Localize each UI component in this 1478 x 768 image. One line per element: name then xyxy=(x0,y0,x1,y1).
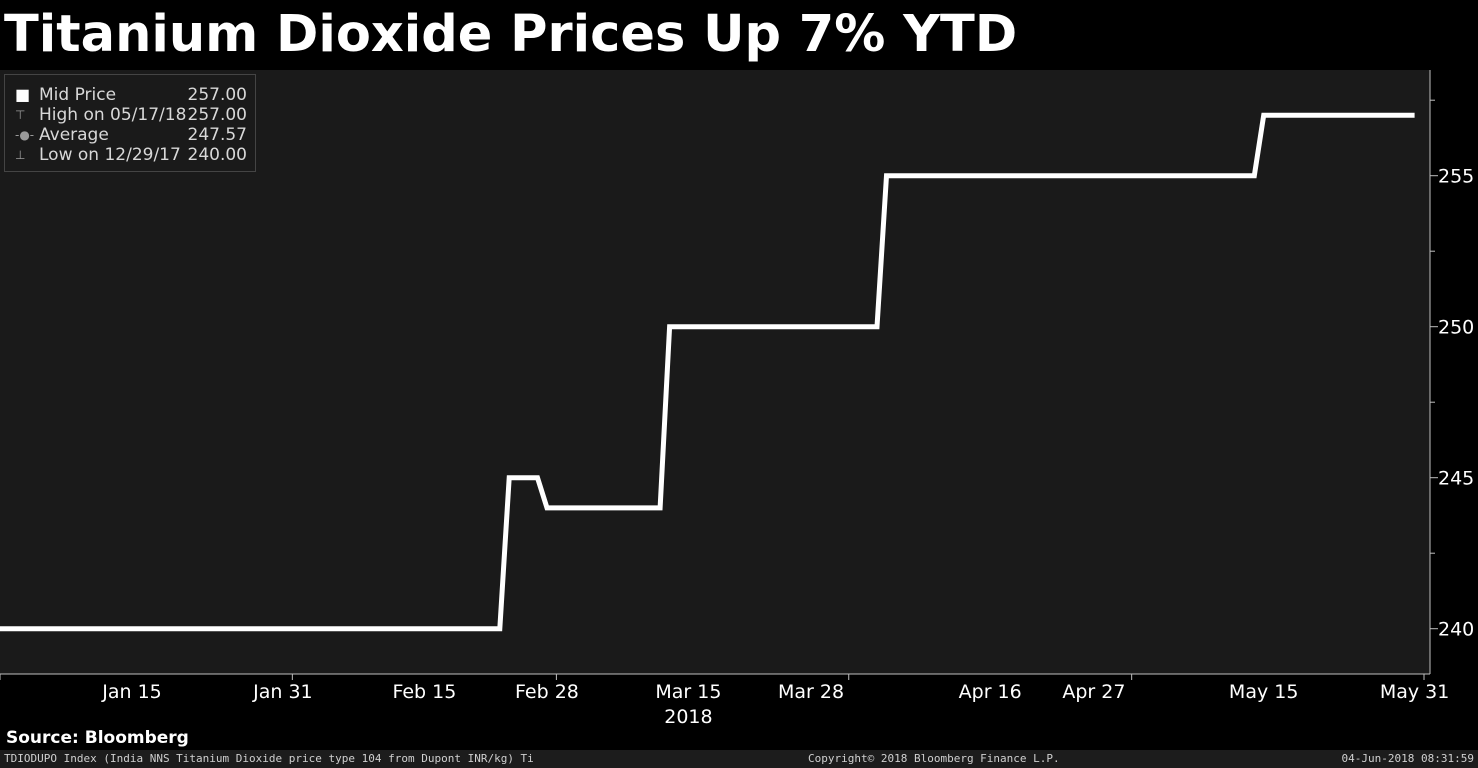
chart-title: Titanium Dioxide Prices Up 7% YTD xyxy=(4,5,1018,64)
footer-ticker-description: TDIODUPO Index (India NNS Titanium Dioxi… xyxy=(4,752,534,765)
series-line-mid-price xyxy=(0,112,1415,632)
legend-value: 240.00 xyxy=(187,145,247,165)
x-tick-label: Feb 28 xyxy=(515,681,579,703)
x-tick-label: Apr 16 xyxy=(959,681,1022,703)
legend-value: 257.00 xyxy=(187,85,247,105)
legend-label: High on 05/17/18 xyxy=(39,105,187,125)
average-marker-icon: -●- xyxy=(15,128,35,142)
legend-value: 247.57 xyxy=(187,125,247,145)
x-tick-label: Jan 31 xyxy=(252,681,313,703)
y-axis: 240 245 250 255 xyxy=(1429,70,1474,674)
x-tick-label: May 15 xyxy=(1229,681,1299,703)
footer-copyright: Copyright© 2018 Bloomberg Finance L.P. xyxy=(808,752,1060,765)
legend-item-mid-price: ■ Mid Price 257.00 xyxy=(15,85,247,105)
legend-label: Mid Price xyxy=(39,85,117,105)
x-tick-label: Mar 28 xyxy=(778,681,844,703)
x-axis-year-label: 2018 xyxy=(664,706,712,726)
y-tick-label: 240 xyxy=(1438,619,1474,641)
x-tick-label: Apr 27 xyxy=(1062,681,1125,703)
legend-item-high: ⊤ High on 05/17/18 257.00 xyxy=(15,105,247,125)
footer-timestamp: 04-Jun-2018 08:31:59 xyxy=(1341,752,1474,765)
x-tick-label: Feb 15 xyxy=(392,681,456,703)
x-tick-label: May 31 xyxy=(1380,681,1450,703)
footer-bar: TDIODUPO Index (India NNS Titanium Dioxi… xyxy=(0,750,1478,768)
y-tick-label: 250 xyxy=(1438,317,1474,339)
high-marker-icon: ⊤ xyxy=(15,108,26,122)
y-tick-label: 255 xyxy=(1438,166,1474,188)
low-marker-icon: ⊥ xyxy=(15,148,26,162)
legend-item-average: -●- Average 247.57 xyxy=(15,125,247,145)
square-marker-icon: ■ xyxy=(15,85,31,104)
legend-label: Low on 12/29/17 xyxy=(39,145,181,165)
legend-label: Average xyxy=(39,125,109,145)
x-tick-label: Jan 15 xyxy=(101,681,162,703)
legend: ■ Mid Price 257.00 ⊤ High on 05/17/18 25… xyxy=(4,74,256,172)
x-tick-label: Mar 15 xyxy=(655,681,721,703)
legend-value: 257.00 xyxy=(187,105,247,125)
x-axis: Jan 15 Jan 31 Feb 15 Feb 28 Mar 15 Mar 28 Apr … xyxy=(0,673,1450,703)
y-tick-label: 245 xyxy=(1438,468,1474,490)
source-note: Source: Bloomberg xyxy=(6,728,189,748)
legend-item-low: ⊥ Low on 12/29/17 240.00 xyxy=(15,145,247,165)
